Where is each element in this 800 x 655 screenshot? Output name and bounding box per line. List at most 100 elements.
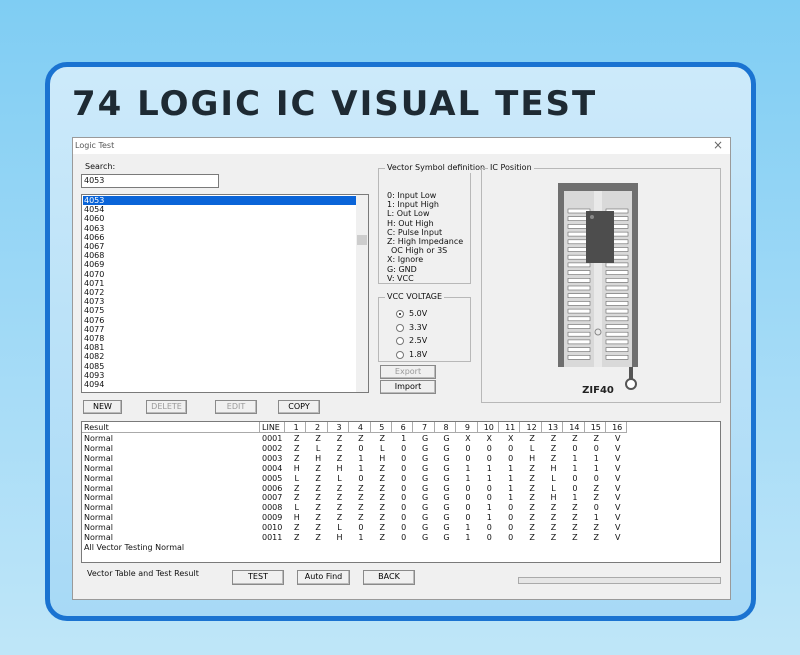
radio-button[interactable] xyxy=(396,323,404,332)
table-cell: 1 xyxy=(593,453,599,463)
radio-button[interactable] xyxy=(396,337,404,345)
list-item[interactable]: 4093 xyxy=(84,370,105,380)
side-button[interactable]: Import xyxy=(380,380,436,394)
ic-position-group: IC Position ZIF40 xyxy=(481,163,721,403)
table-cell: Z xyxy=(358,513,364,523)
table-cell: 0 xyxy=(486,523,492,533)
radio-button[interactable] xyxy=(396,350,404,359)
table-cell: 0 xyxy=(465,453,471,463)
list-item[interactable]: 4078 xyxy=(84,334,105,343)
radio-label[interactable]: 3.3V xyxy=(409,322,428,332)
table-cell: H xyxy=(379,453,386,463)
table-cell: 0 xyxy=(572,443,578,453)
table-cell: 0 xyxy=(486,493,492,503)
scroll-thumb[interactable] xyxy=(357,235,367,245)
table-cell: L xyxy=(551,473,556,483)
radio-label[interactable]: 1.8V xyxy=(409,349,428,359)
table-cell: 0 xyxy=(572,473,578,483)
table-cell: G xyxy=(443,453,450,463)
table-cell: Z xyxy=(336,453,343,463)
socket-slot xyxy=(605,278,629,283)
table-cell: Z xyxy=(550,533,557,542)
table-cell: V xyxy=(614,483,621,493)
table-cell: G xyxy=(421,453,429,463)
list-item[interactable]: 4063 xyxy=(84,223,105,233)
table-cell: Z xyxy=(379,503,386,513)
table-cell: 1 xyxy=(358,463,364,473)
table-cell: G xyxy=(421,434,429,443)
list-item[interactable]: 4077 xyxy=(84,324,105,334)
table-cell: Z xyxy=(293,483,300,493)
table-cell: Normal xyxy=(84,483,113,493)
footer-label: Vector Table and Test Result xyxy=(87,569,199,578)
close-button[interactable]: × xyxy=(713,138,724,152)
socket-slot xyxy=(605,301,629,306)
list-item[interactable]: 4073 xyxy=(84,297,105,307)
table-cell: 0008 xyxy=(262,503,283,513)
list-item[interactable]: 4066 xyxy=(84,232,105,242)
table-cell: 1 xyxy=(486,473,492,483)
table-cell: Z xyxy=(550,453,557,463)
pin1-dot xyxy=(590,215,594,219)
table-cell: 0 xyxy=(401,463,407,473)
table-cell: Normal xyxy=(84,513,113,523)
table-cell: 0 xyxy=(593,443,599,453)
socket-slot xyxy=(605,316,629,322)
table-cell: 0 xyxy=(465,443,471,453)
table-cell: 1 xyxy=(508,483,514,493)
table-cell: G xyxy=(443,493,450,503)
table-cell: Z xyxy=(336,483,343,493)
title-bar xyxy=(73,138,730,154)
list-item[interactable]: 4060 xyxy=(84,214,105,224)
radio-label[interactable]: 2.5V xyxy=(409,336,428,345)
table-cell: 1 xyxy=(508,463,514,473)
table-cell: V xyxy=(614,463,621,473)
list-item[interactable]: 4076 xyxy=(84,315,105,325)
list-item[interactable]: 4053 xyxy=(83,196,356,205)
list-item[interactable]: 4072 xyxy=(84,288,105,297)
radio-button[interactable] xyxy=(396,310,404,318)
footer-button[interactable]: Auto Find xyxy=(297,570,350,585)
table-cell: 0 xyxy=(486,443,492,453)
table-cell: Z xyxy=(593,483,600,493)
footer-button[interactable]: BACK xyxy=(363,570,415,585)
column-header: 15 xyxy=(584,422,606,433)
table-cell: 0 xyxy=(508,533,514,542)
search-input[interactable]: 4053 xyxy=(81,174,219,188)
footer-button[interactable]: TEST xyxy=(232,570,284,585)
table-cell: Z xyxy=(293,523,300,533)
list-item[interactable]: 4075 xyxy=(84,306,105,316)
table-cell: 0 xyxy=(465,503,471,513)
radio-label[interactable]: 5.0V xyxy=(409,309,428,318)
side-button[interactable]: Export xyxy=(380,365,436,379)
list-button[interactable]: COPY xyxy=(278,400,320,414)
list-item[interactable]: 4082 xyxy=(84,352,105,362)
list-item[interactable]: 4081 xyxy=(84,343,105,353)
table-cell: V xyxy=(614,503,621,513)
table-cell: 1 xyxy=(572,453,578,463)
list-button[interactable]: EDIT xyxy=(215,400,257,414)
list-item[interactable]: 4068 xyxy=(84,251,105,261)
list-item[interactable]: 4069 xyxy=(84,260,105,270)
table-cell: 0010 xyxy=(262,523,283,533)
table-cell: Normal xyxy=(84,533,113,542)
list-item[interactable]: 4054 xyxy=(84,205,105,215)
list-item[interactable]: 4070 xyxy=(84,269,105,279)
list-item[interactable]: 4067 xyxy=(84,242,105,251)
column-header: 14 xyxy=(563,422,585,433)
list-button[interactable]: NEW xyxy=(83,400,122,414)
list-item[interactable]: 4094 xyxy=(84,380,105,389)
table-cell: 0005 xyxy=(262,473,283,483)
scrollbar[interactable] xyxy=(356,195,368,392)
list-button[interactable]: DELETE xyxy=(146,400,187,414)
symbol-line: L: Out Low xyxy=(387,209,430,219)
table-cell: V xyxy=(614,443,621,453)
list-item[interactable]: 4071 xyxy=(84,278,105,288)
table-cell: 0 xyxy=(358,443,364,453)
table-cell: Z xyxy=(336,443,343,453)
table-cell: G xyxy=(421,533,429,542)
table-cell: Z xyxy=(529,533,535,542)
table-cell: Z xyxy=(529,523,535,533)
list-item[interactable]: 4085 xyxy=(84,361,105,371)
